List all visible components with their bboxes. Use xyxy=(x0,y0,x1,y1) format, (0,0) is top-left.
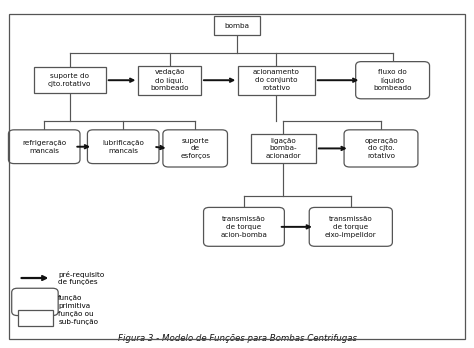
FancyBboxPatch shape xyxy=(251,134,316,163)
Text: função ou
sub-função: função ou sub-função xyxy=(58,311,98,325)
FancyBboxPatch shape xyxy=(87,130,159,164)
Text: transmissão
de torque
eixo-impelidor: transmissão de torque eixo-impelidor xyxy=(325,216,377,238)
Text: ligação
bomba-
acionador: ligação bomba- acionador xyxy=(265,138,301,159)
Text: suporte do
cjto.rotativo: suporte do cjto.rotativo xyxy=(48,73,91,87)
FancyBboxPatch shape xyxy=(12,288,58,316)
FancyBboxPatch shape xyxy=(238,66,315,95)
FancyBboxPatch shape xyxy=(9,130,80,164)
Text: suporte
de
esforços: suporte de esforços xyxy=(180,138,210,159)
Text: função
primitiva: função primitiva xyxy=(58,295,90,309)
FancyBboxPatch shape xyxy=(163,130,228,167)
FancyBboxPatch shape xyxy=(214,16,260,35)
FancyBboxPatch shape xyxy=(138,66,201,95)
Text: fluxo do
líquido
bombeado: fluxo do líquido bombeado xyxy=(374,69,412,91)
Text: operação
do cjto.
rotativo: operação do cjto. rotativo xyxy=(364,138,398,159)
Text: bomba: bomba xyxy=(225,23,249,29)
FancyBboxPatch shape xyxy=(203,207,284,246)
FancyBboxPatch shape xyxy=(309,207,392,246)
Text: pré-requisito
de funções: pré-requisito de funções xyxy=(58,271,104,285)
Text: Figura 3 - Modelo de Funções para Bombas Centrifugas: Figura 3 - Modelo de Funções para Bombas… xyxy=(118,334,356,343)
FancyBboxPatch shape xyxy=(344,130,418,167)
FancyBboxPatch shape xyxy=(34,68,106,93)
Text: lubrificação
mancais: lubrificação mancais xyxy=(102,140,144,153)
Text: vedação
do líqui.
bombeado: vedação do líqui. bombeado xyxy=(150,69,189,91)
Text: acionamento
do conjunto
rotativo: acionamento do conjunto rotativo xyxy=(253,70,300,91)
Text: refrigeração
mancais: refrigeração mancais xyxy=(22,140,66,153)
Text: transmissão
de torque
acion-bomba: transmissão de torque acion-bomba xyxy=(220,216,267,238)
FancyBboxPatch shape xyxy=(356,62,429,99)
FancyBboxPatch shape xyxy=(18,310,53,326)
